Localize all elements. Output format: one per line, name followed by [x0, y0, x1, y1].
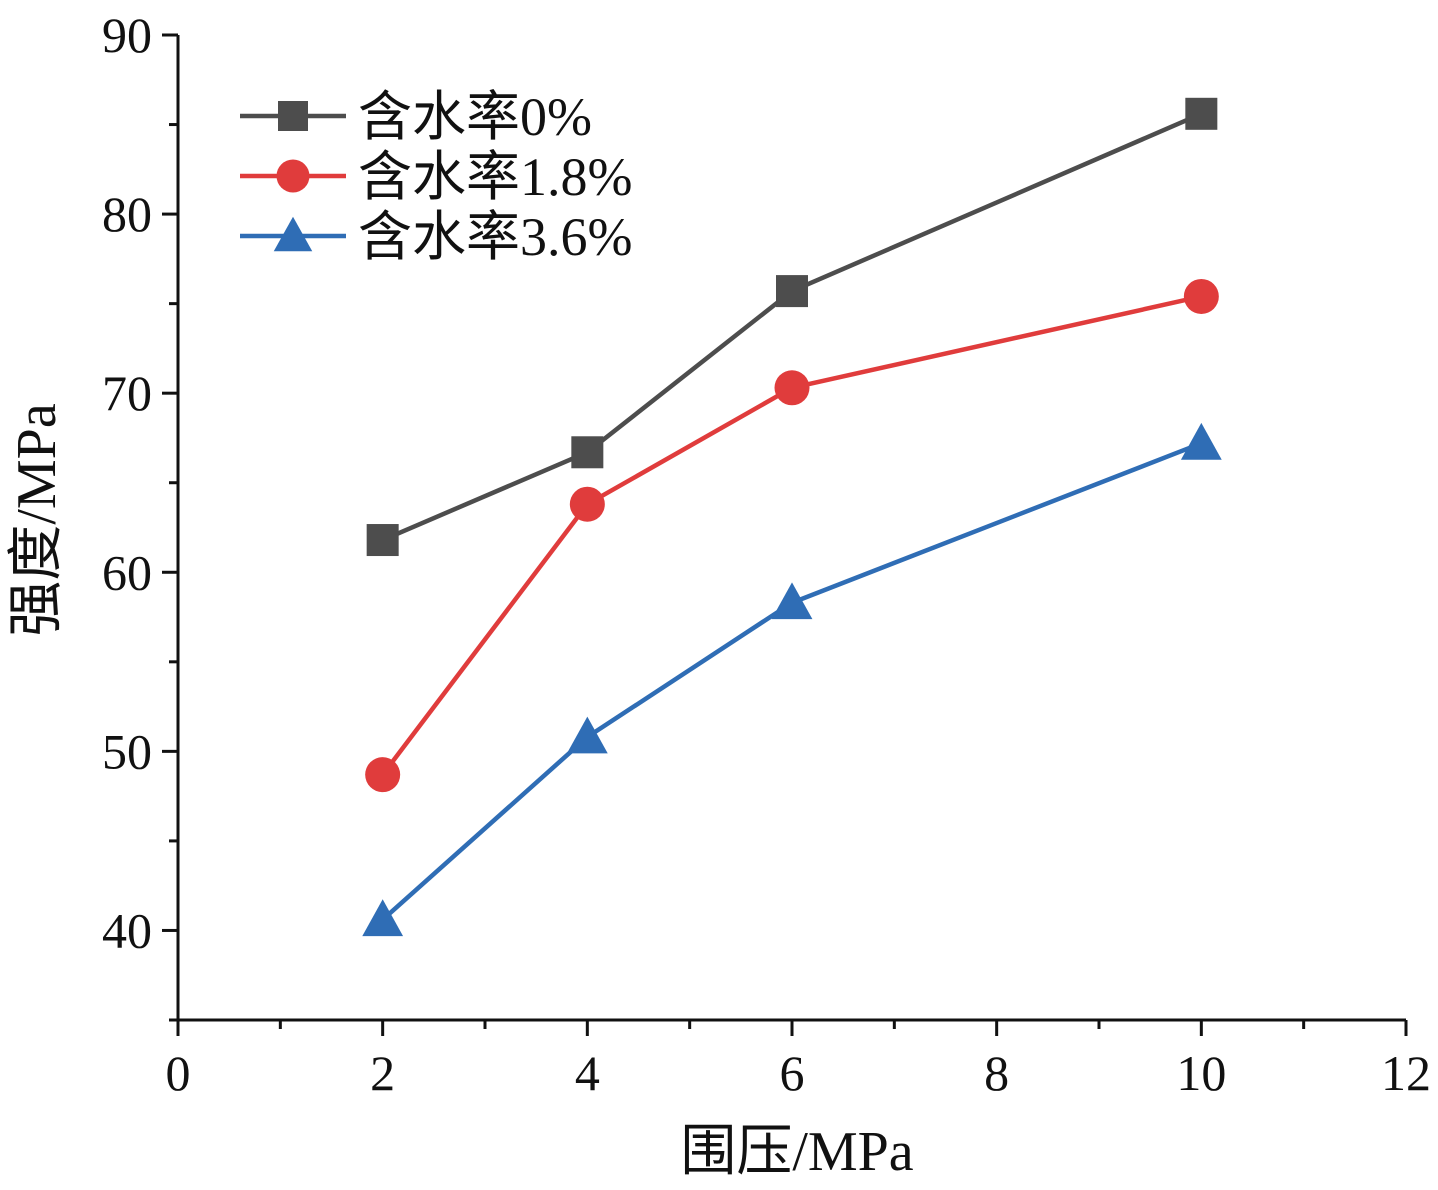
series-line — [381, 111, 1203, 543]
data-point-marker — [362, 899, 404, 937]
x-tick-label: 4 — [575, 1045, 600, 1101]
series-1 — [366, 97, 1218, 557]
data-point-marker — [366, 524, 399, 557]
x-tick-label: 10 — [1176, 1045, 1226, 1101]
data-point-marker — [774, 370, 810, 406]
data-point-marker — [566, 716, 608, 754]
legend-marker — [273, 216, 313, 252]
y-tick-label: 90 — [102, 7, 152, 63]
data-point-marker — [571, 436, 604, 469]
x-tick-label: 0 — [166, 1045, 191, 1101]
data-point-marker — [776, 275, 808, 308]
legend-marker — [278, 101, 308, 131]
series-3 — [362, 422, 1222, 937]
legend-label: 含水率3.6% — [358, 207, 632, 267]
data-point-marker — [1180, 422, 1222, 460]
y-tick-label: 60 — [102, 544, 152, 600]
legend-item: 含水率1.8% — [240, 147, 632, 207]
x-tick-label: 8 — [984, 1045, 1009, 1101]
legend-marker — [276, 159, 310, 193]
data-point-marker — [1183, 278, 1219, 314]
axes: 0 2 4 6 8 10 12 40 50 60 70 80 90 — [102, 7, 1431, 1101]
series-layer — [362, 97, 1222, 937]
y-tick-label: 50 — [102, 723, 152, 779]
legend-label: 含水率0% — [358, 87, 592, 147]
series-line — [380, 294, 1202, 777]
data-point-marker — [569, 486, 605, 522]
x-tick-label: 2 — [370, 1045, 395, 1101]
x-axis-title: 围压/MPa — [680, 1121, 913, 1183]
y-axis-title: 强度/MPa — [6, 403, 68, 636]
data-point-marker — [365, 757, 401, 793]
y-tick-label: 70 — [102, 365, 152, 421]
data-point-marker — [771, 582, 813, 620]
x-tick-label: 6 — [780, 1045, 805, 1101]
legend-item: 含水率0% — [240, 87, 592, 147]
x-tick-label: 12 — [1381, 1045, 1431, 1101]
legend: 含水率0%含水率1.8%含水率3.6% — [240, 87, 632, 267]
legend-item: 含水率3.6% — [240, 207, 632, 267]
y-tick-label: 40 — [102, 902, 152, 958]
series-2 — [365, 278, 1219, 793]
data-point-marker — [1185, 97, 1218, 130]
legend-label: 含水率1.8% — [358, 147, 632, 207]
y-tick-label: 80 — [102, 186, 152, 242]
series-line — [381, 441, 1203, 922]
